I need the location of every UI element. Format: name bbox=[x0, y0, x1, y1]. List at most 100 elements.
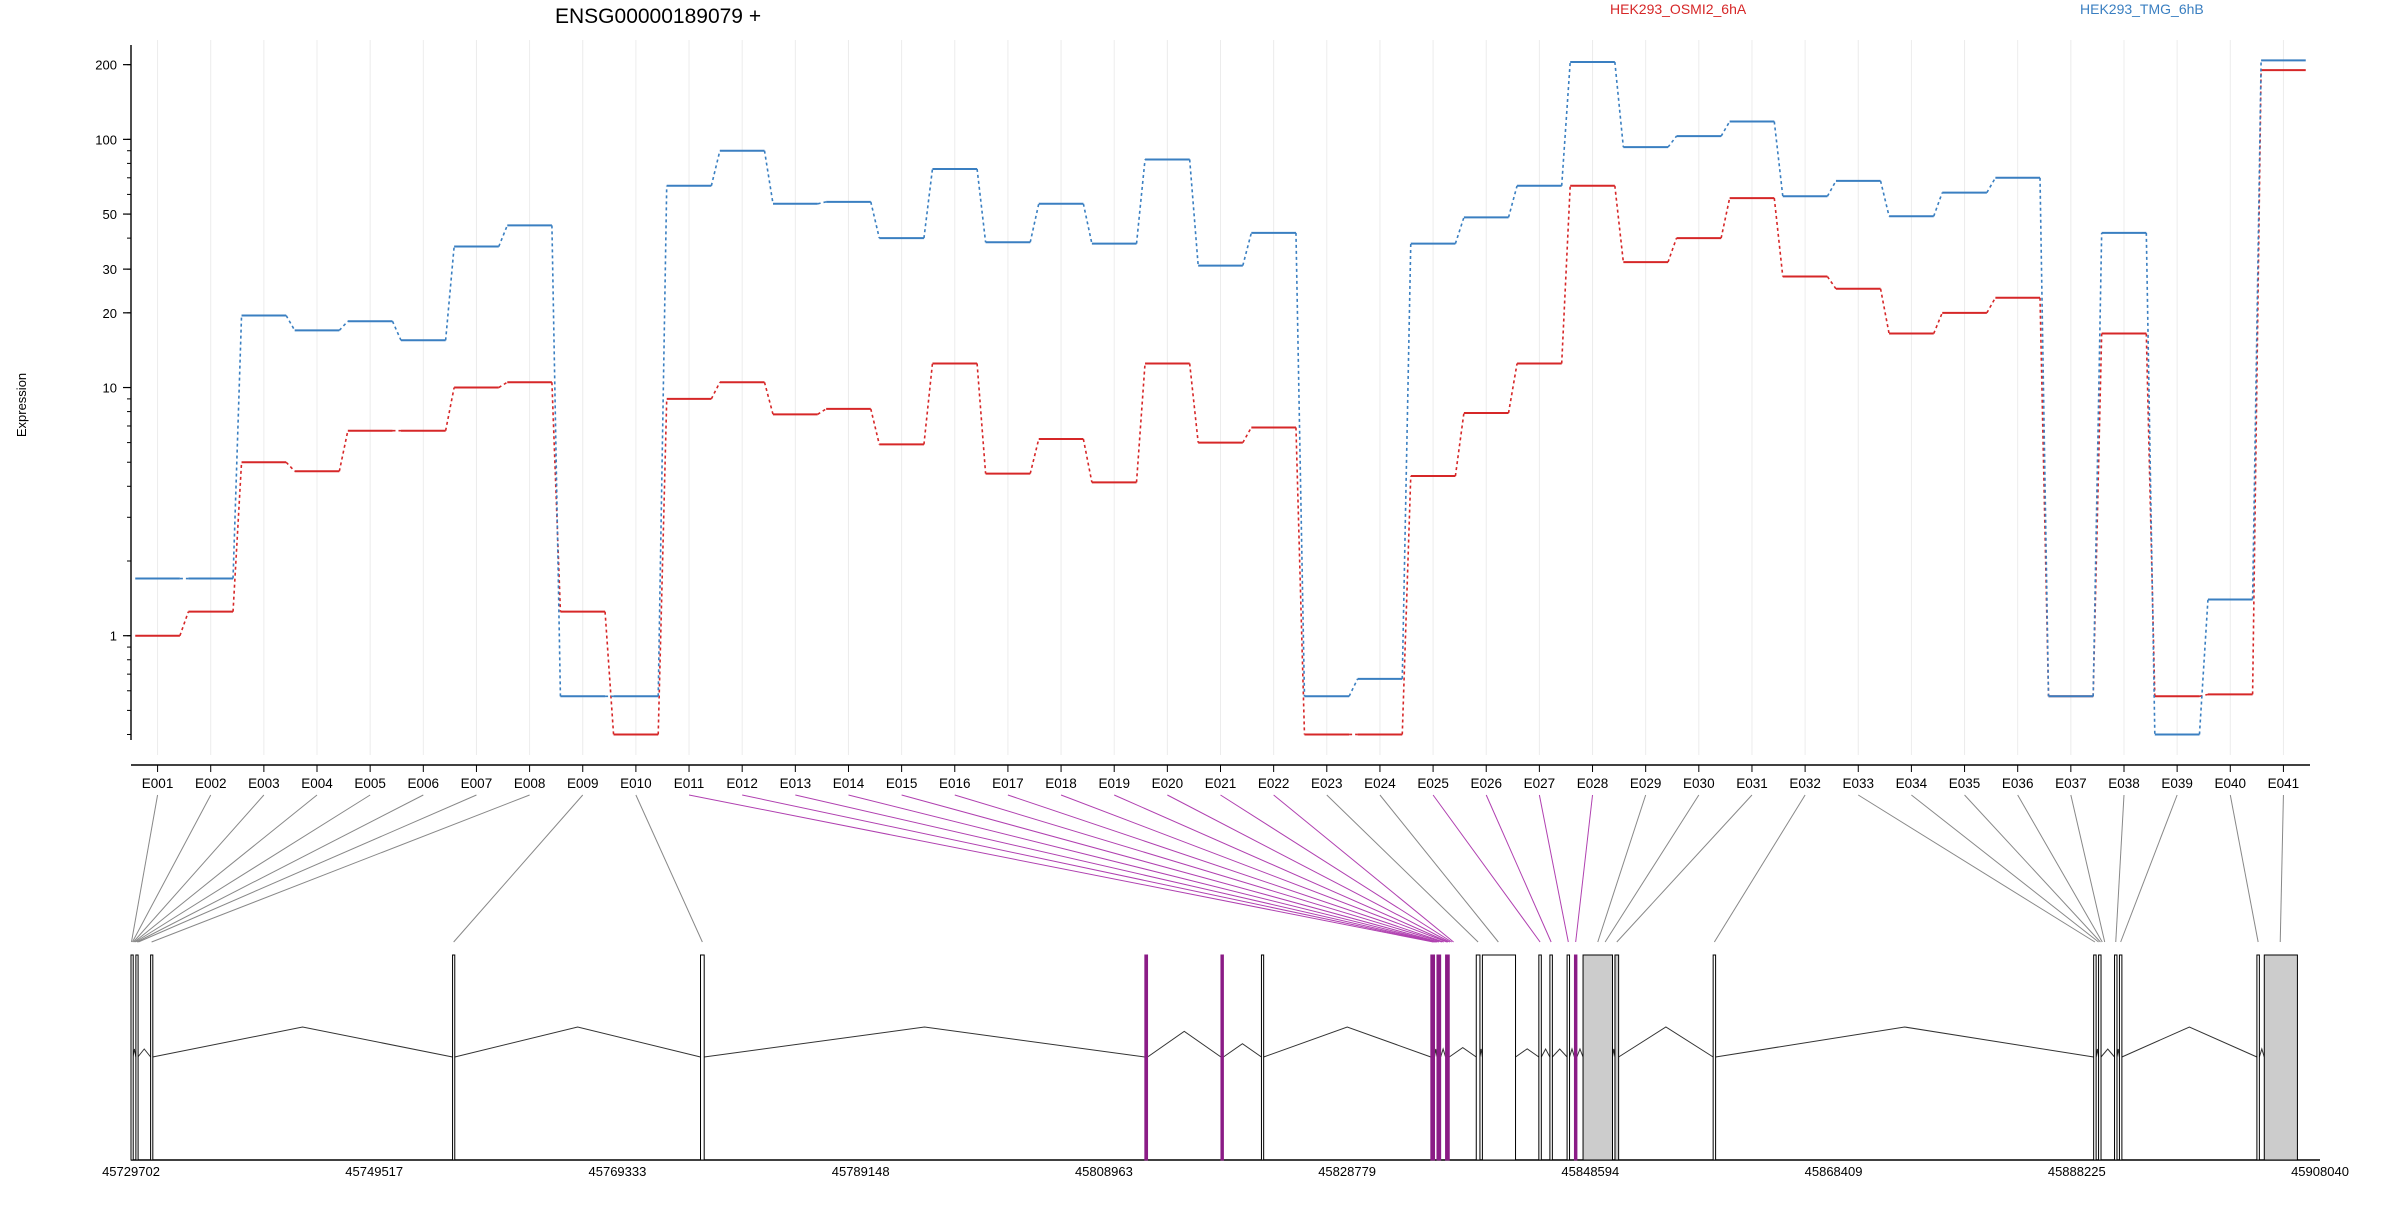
y-tick-label: 10 bbox=[103, 381, 117, 396]
exon-connector bbox=[1604, 794, 1700, 943]
series-connector bbox=[657, 185, 668, 697]
series-connector bbox=[710, 381, 721, 400]
x-tick-label: E022 bbox=[1258, 776, 1290, 791]
series-connector bbox=[232, 315, 243, 579]
x-tick-label: E012 bbox=[726, 776, 758, 791]
series-connector bbox=[710, 150, 721, 186]
exon-connector bbox=[453, 794, 584, 943]
legend-series-a: HEK293_OSMI2_6hA bbox=[1610, 1, 1747, 17]
exon-connector bbox=[901, 794, 1439, 943]
series-connector bbox=[923, 363, 934, 445]
series-connector bbox=[551, 225, 562, 697]
exon-connector bbox=[138, 794, 477, 943]
x-tick-label: E034 bbox=[1896, 776, 1928, 791]
x-tick-label: E019 bbox=[1098, 776, 1130, 791]
intron-line bbox=[1440, 1047, 1447, 1058]
series-connector bbox=[1879, 180, 1890, 217]
series-connector bbox=[1667, 237, 1678, 263]
exon-connector bbox=[2115, 794, 2125, 943]
genome-coordinate-label: 45749517 bbox=[345, 1164, 403, 1179]
series-connector bbox=[2039, 177, 2050, 697]
genome-coordinate-label: 45888225 bbox=[2048, 1164, 2106, 1179]
series-connector bbox=[1029, 203, 1040, 243]
exon-box bbox=[150, 954, 154, 1161]
x-tick-label: E007 bbox=[461, 776, 493, 791]
genome-coordinate-label: 45808963 bbox=[1075, 1164, 1133, 1179]
x-tick-label: E003 bbox=[248, 776, 280, 791]
series-connector bbox=[1082, 438, 1093, 483]
series-connector bbox=[976, 363, 987, 474]
x-tick-label: E018 bbox=[1045, 776, 1077, 791]
exon-connector bbox=[2229, 794, 2259, 943]
series-connector bbox=[1773, 121, 1784, 197]
x-tick-label: E032 bbox=[1789, 776, 1821, 791]
exon-connector bbox=[1964, 794, 2101, 943]
exon-connector bbox=[954, 794, 1443, 943]
exon-connector bbox=[1326, 794, 1479, 943]
x-tick-label: E017 bbox=[992, 776, 1024, 791]
series-connector bbox=[498, 381, 508, 389]
series-connector bbox=[285, 315, 296, 331]
series-lines bbox=[135, 59, 2306, 736]
intron-line bbox=[137, 1048, 152, 1058]
y-tick-label: 30 bbox=[103, 262, 117, 277]
exon-connector bbox=[1911, 794, 2099, 943]
intron-line bbox=[1569, 1047, 1575, 1058]
x-tick-label: E005 bbox=[354, 776, 386, 791]
exon-connectors bbox=[130, 794, 2284, 943]
series-connector bbox=[2145, 232, 2156, 735]
series-connector bbox=[391, 320, 402, 341]
series-connector bbox=[923, 168, 934, 239]
exon-box bbox=[1430, 954, 1436, 1161]
series-connector bbox=[763, 150, 774, 204]
y-tick-label: 1 bbox=[110, 629, 117, 644]
exon-connector bbox=[1575, 794, 1594, 943]
exon-box bbox=[1566, 954, 1571, 1161]
series-a bbox=[135, 69, 2306, 736]
series-connector bbox=[2092, 232, 2103, 697]
x-tick-label: E040 bbox=[2215, 776, 2247, 791]
exon-box bbox=[2118, 954, 2123, 1161]
x-tick-label: E025 bbox=[1417, 776, 1449, 791]
series-connector bbox=[2198, 599, 2209, 735]
exon-connector bbox=[1273, 794, 1454, 943]
series-connector bbox=[1720, 121, 1731, 137]
exon-box bbox=[2098, 954, 2102, 1161]
x-tick-label: E023 bbox=[1311, 776, 1343, 791]
series-connector bbox=[1986, 297, 1997, 314]
series-connector bbox=[976, 168, 987, 243]
series-connector bbox=[1401, 243, 1412, 679]
exon-connector bbox=[130, 794, 159, 943]
series-connector bbox=[657, 398, 668, 735]
series-connector bbox=[1614, 61, 1625, 148]
gene-model-track: 45729702 45749517 45769333 45789148 45808963… bbox=[102, 954, 2349, 1179]
genome-coordinate-label: 45828779 bbox=[1318, 1164, 1376, 1179]
x-tick-label: E029 bbox=[1630, 776, 1662, 791]
series-connector bbox=[1348, 678, 1359, 697]
series-connector bbox=[1507, 185, 1518, 218]
exon-connector bbox=[635, 794, 703, 943]
exon-connector bbox=[135, 794, 371, 943]
series-connector bbox=[1188, 159, 1199, 266]
genome-coordinate-label: 45868409 bbox=[1805, 1164, 1863, 1179]
exon-connector bbox=[848, 794, 1438, 943]
series-connector bbox=[1879, 288, 1890, 334]
exon-connector bbox=[1857, 794, 2096, 943]
exon-box bbox=[1614, 954, 1620, 1161]
y-tick-label: 50 bbox=[103, 207, 117, 222]
y-tick-label: 200 bbox=[95, 58, 117, 73]
x-tick-label: E028 bbox=[1577, 776, 1609, 791]
series-connector bbox=[1242, 427, 1253, 443]
series-connector bbox=[1826, 276, 1837, 290]
series-connector bbox=[870, 201, 881, 239]
series-connector bbox=[444, 387, 455, 431]
intron-line bbox=[454, 1026, 701, 1058]
intron-line bbox=[1223, 1043, 1262, 1058]
exon-connector bbox=[795, 794, 1436, 943]
exon-box bbox=[1445, 954, 1450, 1161]
y-tick-label: 20 bbox=[103, 306, 117, 321]
series-connector bbox=[285, 461, 296, 472]
gridlines bbox=[157, 40, 2284, 755]
series-connector bbox=[604, 611, 615, 735]
x-tick-label: E031 bbox=[1736, 776, 1768, 791]
